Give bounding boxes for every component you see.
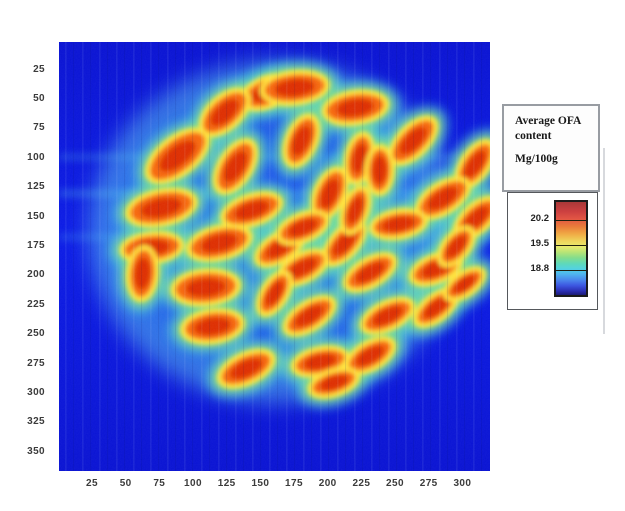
y-axis: 25 50 75 100 125 150 175 200 225 250 275 300 325 350 xyxy=(12,42,45,471)
x-tick-label: 250 xyxy=(386,478,404,489)
y-tick-label: 200 xyxy=(27,269,45,281)
heatmap-svg xyxy=(59,42,490,471)
x-tick-label: 150 xyxy=(251,478,270,489)
x-tick-label: 75 xyxy=(153,478,166,489)
y-tick-label: 250 xyxy=(27,328,45,340)
x-tick-label: 125 xyxy=(217,478,236,489)
y-tick-label: 225 xyxy=(27,298,45,310)
colorbar-tick-label: 18.8 xyxy=(530,263,550,274)
y-tick-label: 300 xyxy=(27,386,45,398)
panel-edge-line xyxy=(603,148,605,334)
colorbar-tick-label: 20.2 xyxy=(530,212,550,224)
colorbar-tick-label: 19.5 xyxy=(530,237,550,249)
y-tick-label: 125 xyxy=(27,181,45,193)
x-tick-label: 300 xyxy=(453,478,472,489)
colorbar-tick-line xyxy=(556,270,586,271)
y-tick-label: 350 xyxy=(27,445,45,457)
colorbar-gradient xyxy=(554,200,588,297)
y-tick-label: 150 xyxy=(27,210,45,222)
y-tick-label: 50 xyxy=(33,93,45,104)
x-tick-label: 175 xyxy=(285,478,303,489)
y-tick-label: 325 xyxy=(27,416,45,428)
x-tick-label: 100 xyxy=(184,478,202,489)
colorbar-title-box: Average OFA content Mg/100g xyxy=(502,104,600,192)
colorbar-title: Average OFA content xyxy=(515,115,581,142)
x-axis: 25 50 75 100 125 150 175 200 225 250 275 300 xyxy=(59,478,490,493)
y-tick-label: 25 xyxy=(33,63,45,75)
y-tick-label: 275 xyxy=(27,357,45,369)
colorbar-tick-line xyxy=(556,244,586,246)
x-tick-label: 50 xyxy=(119,478,132,489)
x-tick-label: 275 xyxy=(419,478,438,489)
x-tick-label: 200 xyxy=(318,478,337,489)
colorbar-units: Mg/100g xyxy=(515,153,558,166)
x-tick-label: 225 xyxy=(352,478,371,489)
y-tick-label: 75 xyxy=(33,122,45,134)
colorbar-box: 20.2 19.5 18.8 xyxy=(507,192,598,310)
y-tick-label: 175 xyxy=(27,239,45,251)
x-tick-label: 25 xyxy=(86,478,98,489)
colorbar-tick-line xyxy=(556,219,586,221)
heatmap-image xyxy=(59,42,490,471)
y-tick-label: 100 xyxy=(27,151,45,163)
